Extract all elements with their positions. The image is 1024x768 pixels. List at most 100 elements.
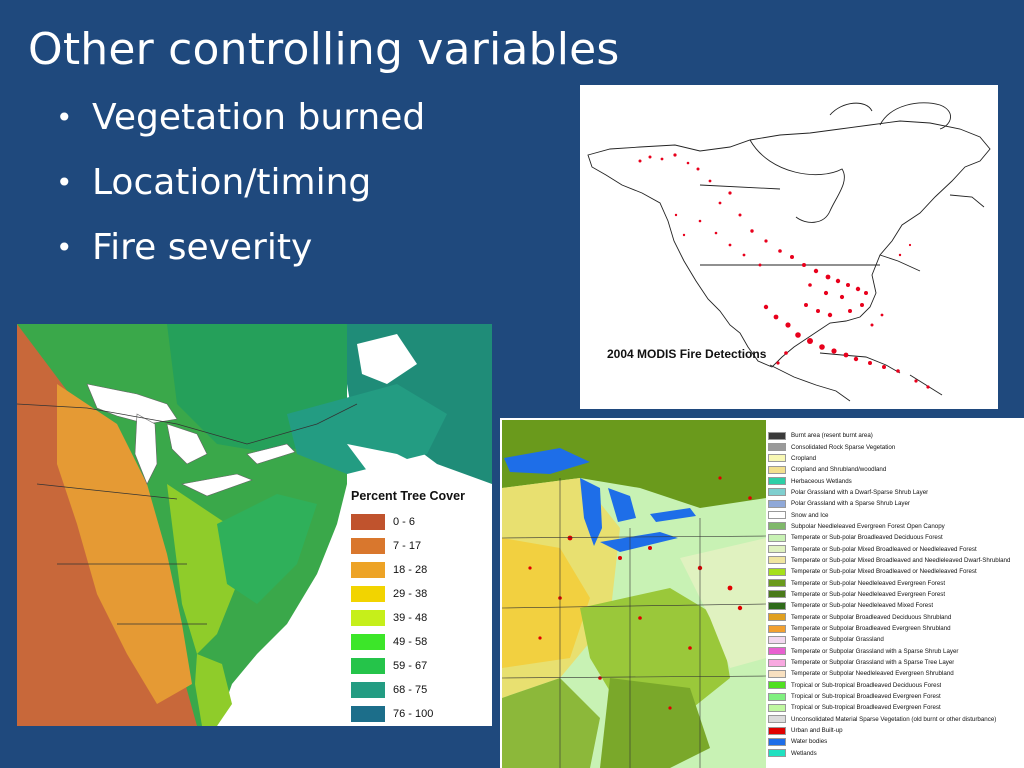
north-america-outline-map bbox=[587, 102, 991, 402]
legend-swatch bbox=[768, 477, 786, 486]
legend-swatch bbox=[351, 562, 385, 578]
land-cover-legend-row: Unconsolidated Material Sparse Vegetatio… bbox=[768, 714, 1024, 725]
legend-label: Burnt area (resent burnt area) bbox=[791, 432, 873, 440]
legend-label: Polar Grassland with a Sparse Shrub Laye… bbox=[791, 500, 910, 508]
legend-label: Temperate or Sub-polar Needleleaved Mixe… bbox=[791, 602, 934, 610]
legend-swatch bbox=[768, 488, 786, 497]
bullet-item: • Fire severity bbox=[56, 226, 425, 270]
land-cover-legend-row: Temperate or Sub-polar Mixed Broadleaved… bbox=[768, 566, 1024, 577]
tree-cover-legend: Percent Tree Cover 0 - 6 7 - 17 18 - 28 29 … bbox=[347, 487, 469, 726]
land-cover-legend-row: Temperate or Sub-polar Mixed Broadleaved… bbox=[768, 555, 1024, 566]
land-cover-legend-row: Burnt area (resent burnt area) bbox=[768, 430, 1024, 441]
legend-swatch bbox=[768, 635, 786, 644]
land-cover-legend-row: Consolidated Rock Sparse Vegetation bbox=[768, 441, 1024, 452]
slide-title: Other controlling variables bbox=[28, 24, 620, 75]
land-cover-map: Burnt area (resent burnt area) Consolidat… bbox=[500, 418, 1024, 768]
legend-label: Temperate or Sub-polar Broadleaved Decid… bbox=[791, 534, 943, 542]
legend-swatch bbox=[351, 634, 385, 650]
land-cover-legend-row: Temperate or Sub-polar Broadleaved Decid… bbox=[768, 532, 1024, 543]
land-cover-legend-row: Temperate or Sub-polar Needleleaved Ever… bbox=[768, 589, 1024, 600]
legend-label: Subpolar Needleleaved Evergreen Forest O… bbox=[791, 522, 945, 530]
tree-cover-legend-row: 59 - 67 bbox=[351, 654, 465, 678]
land-cover-legend-row: Cropland and Shrubland/woodland bbox=[768, 464, 1024, 475]
legend-label: Temperate or Sub-polar Mixed Broadleaved… bbox=[791, 545, 977, 553]
legend-label: Temperate or Subpolar Broadleaved Decidu… bbox=[791, 613, 952, 621]
legend-swatch bbox=[768, 737, 786, 746]
legend-label: Consolidated Rock Sparse Vegetation bbox=[791, 443, 896, 451]
legend-swatch bbox=[768, 703, 786, 712]
land-cover-raster bbox=[500, 418, 1024, 768]
tree-cover-legend-row: 49 - 58 bbox=[351, 630, 465, 654]
land-cover-legend-row: Temperate or Sub-polar Mixed Broadleaved… bbox=[768, 543, 1024, 554]
legend-label: Temperate or Sub-polar Needleleaved Ever… bbox=[791, 579, 946, 587]
legend-swatch bbox=[768, 726, 786, 735]
tree-cover-legend-row: 76 - 100 bbox=[351, 702, 465, 726]
bullet-item: • Vegetation burned bbox=[56, 96, 425, 140]
legend-swatch bbox=[768, 511, 786, 520]
legend-swatch bbox=[768, 579, 786, 588]
fire-detections-map: 2004 MODIS Fire Detections bbox=[580, 85, 998, 409]
land-cover-legend-row: Temperate or Sub-polar Needleleaved Ever… bbox=[768, 577, 1024, 588]
legend-label: Temperate or Subpolar Grassland with a S… bbox=[791, 647, 959, 655]
legend-label: Herbaceous Wetlands bbox=[791, 477, 852, 485]
legend-swatch bbox=[768, 669, 786, 678]
legend-label: Wetlands bbox=[791, 749, 817, 757]
tree-cover-legend-row: 39 - 48 bbox=[351, 606, 465, 630]
land-cover-legend-row: Polar Grassland with a Sparse Shrub Laye… bbox=[768, 498, 1024, 509]
legend-label: 49 - 58 bbox=[393, 636, 428, 648]
legend-label: Snow and Ice bbox=[791, 511, 829, 519]
legend-swatch bbox=[768, 556, 786, 565]
bullet-dot-icon: • bbox=[56, 231, 73, 264]
bullet-dot-icon: • bbox=[56, 166, 73, 199]
legend-label: Temperate or Subpolar Grassland bbox=[791, 636, 884, 644]
legend-label: Tropical or Sub-tropical Broadleaved Dec… bbox=[791, 681, 942, 689]
land-cover-legend-row: Tropical or Sub-tropical Broadleaved Eve… bbox=[768, 691, 1024, 702]
tree-cover-legend-title: Percent Tree Cover bbox=[351, 489, 465, 503]
land-cover-legend-row: Herbaceous Wetlands bbox=[768, 475, 1024, 486]
legend-swatch bbox=[351, 586, 385, 602]
legend-label: 59 - 67 bbox=[393, 660, 428, 672]
land-cover-legend-row: Temperate or Subpolar Needleleaved Everg… bbox=[768, 668, 1024, 679]
legend-swatch bbox=[768, 692, 786, 701]
legend-label: Temperate or Subpolar Needleleaved Everg… bbox=[791, 670, 954, 678]
land-cover-legend-row: Tropical or Sub-tropical Broadleaved Dec… bbox=[768, 680, 1024, 691]
bullet-text: Fire severity bbox=[92, 227, 313, 268]
legend-swatch bbox=[768, 624, 786, 633]
land-cover-legend-row: Cropland bbox=[768, 453, 1024, 464]
legend-swatch bbox=[768, 567, 786, 576]
bullet-text: Location/timing bbox=[92, 162, 372, 203]
legend-swatch bbox=[351, 538, 385, 554]
land-cover-legend-row: Temperate or Sub-polar Needleleaved Mixe… bbox=[768, 600, 1024, 611]
legend-swatch bbox=[768, 681, 786, 690]
legend-label: 18 - 28 bbox=[393, 564, 428, 576]
legend-swatch bbox=[768, 443, 786, 452]
tree-cover-legend-row: 0 - 6 bbox=[351, 510, 465, 534]
legend-swatch bbox=[768, 749, 786, 758]
tree-cover-legend-row: 68 - 75 bbox=[351, 678, 465, 702]
fire-map-caption: 2004 MODIS Fire Detections bbox=[607, 347, 767, 361]
legend-label: Temperate or Subpolar Grassland with a S… bbox=[791, 659, 955, 667]
legend-swatch bbox=[768, 499, 786, 508]
legend-label: Unconsolidated Material Sparse Vegetatio… bbox=[791, 715, 997, 723]
land-cover-legend-row: Temperate or Subpolar Broadleaved Evergr… bbox=[768, 623, 1024, 634]
bullet-list: • Vegetation burned • Location/timing • Fir… bbox=[56, 96, 425, 291]
legend-label: Temperate or Subpolar Broadleaved Evergr… bbox=[791, 625, 951, 633]
legend-label: 39 - 48 bbox=[393, 612, 428, 624]
legend-swatch bbox=[768, 545, 786, 554]
legend-swatch bbox=[351, 682, 385, 698]
legend-label: Tropical or Sub-tropical Broadleaved Eve… bbox=[791, 693, 941, 701]
bullet-item: • Location/timing bbox=[56, 161, 425, 205]
tree-cover-legend-row: 7 - 17 bbox=[351, 534, 465, 558]
legend-swatch bbox=[351, 706, 385, 722]
land-cover-legend-row: Temperate or Subpolar Grassland with a S… bbox=[768, 657, 1024, 668]
bullet-text: Vegetation burned bbox=[92, 97, 426, 138]
land-cover-legend-row: Wetlands bbox=[768, 748, 1024, 759]
legend-swatch bbox=[768, 533, 786, 542]
land-cover-legend-row: Temperate or Subpolar Broadleaved Decidu… bbox=[768, 612, 1024, 623]
legend-label: Tropical or Sub-tropical Broadleaved Eve… bbox=[791, 704, 941, 712]
legend-swatch bbox=[768, 715, 786, 724]
legend-swatch bbox=[768, 601, 786, 610]
legend-label: 68 - 75 bbox=[393, 684, 428, 696]
legend-label: 29 - 38 bbox=[393, 588, 428, 600]
legend-label: Temperate or Sub-polar Mixed Broadleaved… bbox=[791, 556, 1011, 564]
